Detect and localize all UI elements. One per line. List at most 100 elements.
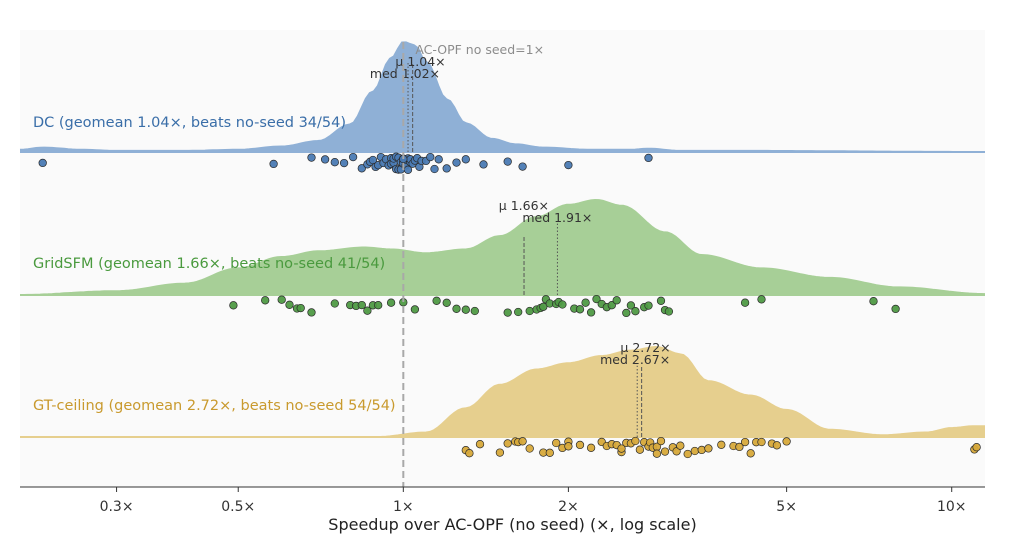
data-point bbox=[581, 298, 590, 307]
data-point bbox=[635, 445, 645, 454]
data-point bbox=[644, 301, 653, 310]
series-label: GT-ceiling (geomean 2.72×, beats no-seed… bbox=[33, 398, 396, 414]
data-point bbox=[432, 296, 441, 305]
data-point bbox=[307, 153, 316, 162]
data-point bbox=[475, 440, 485, 449]
ridge-gt-ceiling: GT-ceiling (geomean 2.72×, beats no-seed… bbox=[20, 340, 985, 459]
data-point bbox=[704, 444, 713, 453]
x-tick-label: 0.5× bbox=[221, 499, 255, 515]
data-point bbox=[782, 437, 791, 446]
data-point bbox=[514, 307, 523, 317]
data-point bbox=[470, 306, 479, 316]
data-point bbox=[972, 443, 981, 452]
x-tick-label: 2× bbox=[558, 499, 579, 515]
data-point bbox=[229, 301, 238, 310]
data-point bbox=[452, 158, 461, 167]
data-point bbox=[269, 159, 278, 169]
data-point bbox=[539, 302, 548, 311]
data-point bbox=[307, 308, 316, 317]
data-point bbox=[277, 295, 286, 304]
data-point bbox=[552, 438, 561, 448]
data-point bbox=[683, 449, 692, 459]
x-axis-label: Speedup over AC-OPF (no seed) (×, log sc… bbox=[328, 515, 696, 534]
data-point bbox=[442, 298, 451, 307]
mean-label: μ 1.04× bbox=[395, 54, 445, 69]
data-point bbox=[452, 304, 461, 313]
data-point bbox=[690, 446, 699, 456]
data-point bbox=[664, 307, 674, 316]
median-label: med 2.67× bbox=[600, 352, 670, 367]
data-point bbox=[652, 449, 662, 458]
ridge-gridsfm: GridSFM (geomean 1.66×, beats no-seed 41… bbox=[20, 198, 986, 318]
data-point bbox=[622, 308, 631, 318]
x-tick-label: 5× bbox=[776, 499, 797, 515]
data-point bbox=[564, 442, 573, 451]
data-point bbox=[612, 296, 621, 305]
density-fill bbox=[20, 200, 985, 295]
data-point bbox=[644, 153, 653, 163]
data-point bbox=[869, 297, 878, 306]
data-point bbox=[772, 441, 782, 450]
data-point bbox=[374, 301, 383, 310]
data-point bbox=[564, 160, 573, 170]
data-point bbox=[656, 296, 666, 305]
data-point bbox=[330, 158, 339, 167]
data-point bbox=[626, 301, 636, 310]
data-point bbox=[503, 308, 512, 317]
x-tick-label: 0.3× bbox=[100, 499, 134, 515]
data-point bbox=[503, 157, 512, 166]
ridge-dc: DC (geomean 1.04×, beats no-seed 34/54) μ… bbox=[19, 41, 985, 174]
data-point bbox=[545, 448, 554, 457]
data-point bbox=[410, 305, 420, 314]
median-label: med 1.91× bbox=[522, 210, 592, 225]
median-label: med 1.02× bbox=[370, 66, 440, 81]
data-point bbox=[757, 437, 766, 447]
data-point bbox=[461, 305, 470, 314]
data-point bbox=[617, 444, 626, 453]
data-point bbox=[525, 444, 534, 453]
data-point bbox=[735, 442, 744, 452]
series-label: DC (geomean 1.04×, beats no-seed 34/54) bbox=[33, 115, 346, 131]
data-point bbox=[465, 449, 474, 458]
data-point bbox=[631, 307, 640, 316]
data-point bbox=[503, 439, 512, 448]
data-point bbox=[461, 155, 470, 164]
data-point bbox=[740, 298, 750, 307]
data-point bbox=[740, 437, 750, 447]
data-point bbox=[426, 152, 435, 162]
data-point bbox=[717, 440, 726, 449]
data-point bbox=[518, 437, 527, 446]
data-point bbox=[891, 304, 900, 314]
data-point bbox=[575, 440, 585, 450]
data-point bbox=[575, 305, 585, 314]
data-point bbox=[586, 308, 596, 317]
data-point bbox=[320, 155, 330, 164]
x-axis-ticks: 0.3× 0.5× 1× 2× 5× 10× bbox=[100, 487, 966, 515]
data-point bbox=[363, 306, 372, 315]
mean-label: μ 2.72× bbox=[620, 340, 670, 355]
data-point bbox=[525, 306, 534, 316]
data-point bbox=[285, 300, 294, 309]
data-point bbox=[357, 300, 366, 310]
data-point bbox=[434, 155, 443, 164]
data-point bbox=[607, 301, 616, 310]
data-point bbox=[586, 443, 596, 452]
data-point bbox=[339, 158, 349, 168]
density-fill bbox=[20, 347, 985, 437]
data-point bbox=[592, 294, 601, 304]
data-point bbox=[518, 162, 527, 171]
data-point bbox=[38, 158, 47, 168]
data-point bbox=[660, 447, 670, 456]
data-point bbox=[746, 449, 755, 458]
data-point bbox=[442, 164, 451, 173]
data-point bbox=[656, 436, 666, 446]
reference-line-label: AC-OPF no seed=1× bbox=[415, 42, 544, 57]
data-point bbox=[330, 299, 339, 308]
mean-label: μ 1.66× bbox=[499, 198, 549, 213]
data-point bbox=[386, 298, 396, 307]
x-tick-label: 1× bbox=[393, 499, 414, 515]
data-point bbox=[348, 152, 358, 162]
data-point bbox=[261, 296, 270, 305]
density-outline bbox=[20, 198, 986, 296]
